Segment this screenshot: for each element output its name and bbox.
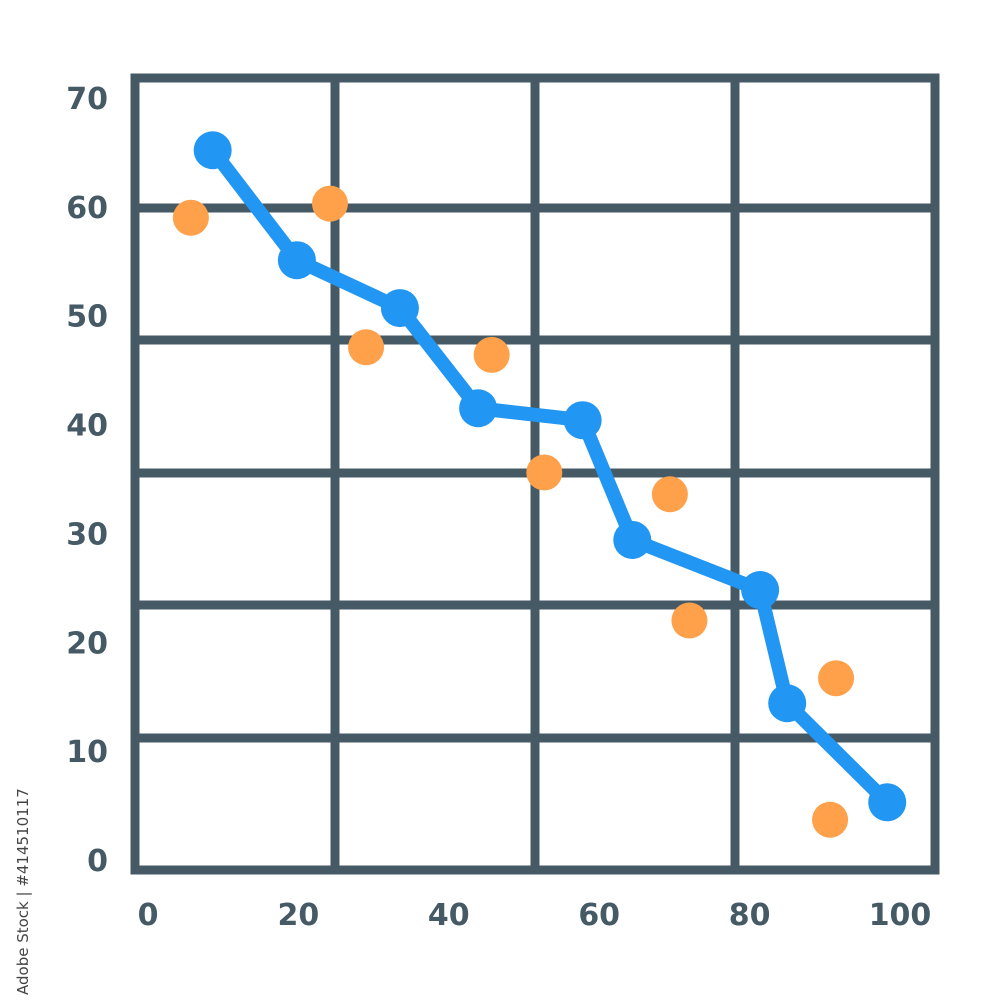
- data-point: [741, 571, 780, 610]
- y-tick-label: 60: [66, 191, 108, 226]
- y-tick-label: 40: [66, 409, 108, 444]
- data-point: [172, 199, 209, 236]
- data-point: [613, 520, 652, 559]
- y-tick-label: 50: [66, 300, 108, 335]
- data-point: [193, 131, 232, 170]
- data-point: [277, 241, 316, 280]
- watermark: Adobe Stock | #414510117: [14, 788, 32, 995]
- x-tick-label: 20: [278, 898, 320, 933]
- data-point: [526, 454, 563, 491]
- x-tick-label: 40: [428, 898, 470, 933]
- x-axis-ticks: 0 20 40 60 80 100: [138, 898, 932, 933]
- data-point: [868, 783, 907, 822]
- series-0: [193, 131, 907, 822]
- series-layer: [172, 131, 907, 838]
- data-point: [380, 289, 419, 328]
- x-tick-label: 60: [578, 898, 620, 933]
- y-tick-label: 0: [87, 844, 108, 879]
- y-tick-label: 20: [66, 626, 108, 661]
- x-tick-label: 100: [869, 898, 932, 933]
- y-tick-label: 10: [66, 735, 108, 770]
- data-point: [563, 401, 602, 440]
- data-point: [459, 389, 498, 428]
- y-tick-label: 70: [66, 82, 108, 117]
- data-point: [348, 329, 385, 366]
- data-point: [651, 476, 688, 513]
- data-point: [812, 801, 849, 838]
- data-point: [768, 684, 807, 723]
- data-point: [311, 185, 348, 222]
- data-point: [473, 336, 510, 373]
- x-tick-label: 80: [729, 898, 771, 933]
- grid: [130, 73, 940, 875]
- y-tick-label: 30: [66, 517, 108, 552]
- series-1: [172, 185, 855, 838]
- x-tick-label: 0: [138, 898, 159, 933]
- y-axis-ticks: 0 10 20 30 40 50 60 70: [66, 82, 108, 879]
- data-point: [671, 602, 708, 639]
- data-point: [818, 660, 855, 697]
